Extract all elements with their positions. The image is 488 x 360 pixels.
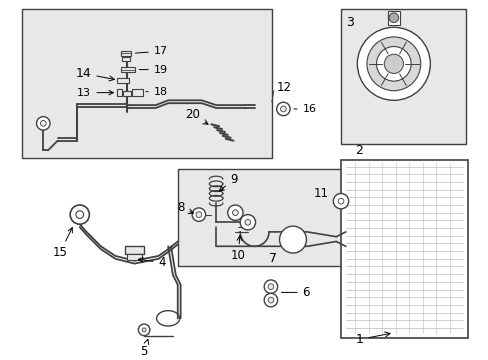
Text: 16: 16 bbox=[293, 104, 316, 114]
Circle shape bbox=[138, 324, 150, 336]
Circle shape bbox=[276, 102, 289, 116]
Circle shape bbox=[192, 208, 205, 221]
Bar bbox=[126, 254, 142, 260]
Bar bbox=[122, 57, 129, 61]
Bar bbox=[121, 67, 134, 72]
Circle shape bbox=[264, 293, 277, 307]
Bar bbox=[177, 170, 345, 266]
Bar bbox=[121, 51, 130, 56]
Text: 11: 11 bbox=[313, 187, 328, 200]
Circle shape bbox=[41, 121, 46, 126]
Circle shape bbox=[244, 219, 250, 225]
Text: 13: 13 bbox=[77, 87, 113, 98]
Circle shape bbox=[267, 297, 273, 303]
Bar bbox=[124, 246, 144, 254]
Text: 10: 10 bbox=[230, 236, 245, 262]
Circle shape bbox=[357, 27, 429, 100]
Bar bbox=[340, 160, 467, 338]
Circle shape bbox=[232, 210, 238, 216]
Circle shape bbox=[76, 211, 83, 219]
Circle shape bbox=[388, 13, 398, 23]
Circle shape bbox=[338, 198, 343, 204]
Circle shape bbox=[196, 212, 202, 217]
Text: 8: 8 bbox=[177, 201, 193, 215]
Circle shape bbox=[376, 46, 410, 81]
Circle shape bbox=[37, 117, 50, 130]
Circle shape bbox=[384, 54, 403, 73]
Text: 17: 17 bbox=[135, 46, 167, 56]
Bar bbox=[22, 9, 271, 158]
Text: 7: 7 bbox=[268, 252, 276, 265]
Circle shape bbox=[279, 226, 306, 253]
Text: 18: 18 bbox=[145, 87, 167, 97]
Text: 2: 2 bbox=[355, 144, 363, 157]
Circle shape bbox=[267, 284, 273, 289]
Text: 9: 9 bbox=[219, 172, 238, 191]
Bar bbox=[123, 91, 130, 95]
Text: 3: 3 bbox=[345, 16, 353, 29]
Circle shape bbox=[240, 215, 255, 230]
Circle shape bbox=[333, 193, 348, 209]
Circle shape bbox=[366, 37, 420, 91]
Circle shape bbox=[264, 280, 277, 293]
Text: 5: 5 bbox=[140, 339, 148, 358]
Bar bbox=[117, 78, 128, 83]
Text: 1: 1 bbox=[355, 332, 389, 346]
Text: 12: 12 bbox=[276, 81, 291, 94]
Text: 14: 14 bbox=[76, 67, 114, 81]
Bar bbox=[340, 9, 465, 144]
Bar bbox=[387, 11, 399, 26]
Text: 6: 6 bbox=[281, 286, 309, 299]
Text: 15: 15 bbox=[52, 228, 72, 259]
Text: 19: 19 bbox=[139, 64, 167, 75]
Bar bbox=[131, 89, 143, 95]
Bar bbox=[117, 89, 122, 96]
Circle shape bbox=[70, 205, 89, 224]
Circle shape bbox=[142, 328, 146, 332]
Circle shape bbox=[227, 205, 243, 220]
Circle shape bbox=[280, 106, 285, 112]
Text: 20: 20 bbox=[184, 108, 207, 124]
Text: 4: 4 bbox=[138, 256, 166, 269]
